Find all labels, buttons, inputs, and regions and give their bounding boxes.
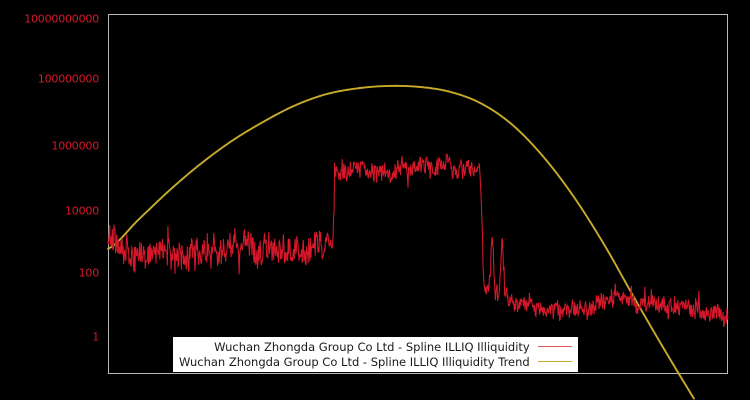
legend-swatch-illiq <box>537 346 572 347</box>
chart-legend: Wuchan Zhongda Group Co Ltd - Spline ILL… <box>173 337 578 372</box>
y-axis-tick-label: 1 <box>92 330 99 344</box>
plot-area-frame <box>108 14 728 374</box>
legend-entry-label: Wuchan Zhongda Group Co Ltd - Spline ILL… <box>179 354 530 369</box>
y-axis-tick-label: 1000000 <box>51 139 99 153</box>
legend-entry-trend[interactable]: Wuchan Zhongda Group Co Ltd - Spline ILL… <box>179 354 572 369</box>
series-group <box>107 84 729 400</box>
legend-swatch-trend <box>537 361 572 362</box>
y-axis-tick-label: 100000000 <box>37 72 99 86</box>
y-axis-tick-label: 100 <box>78 266 100 280</box>
trend-line-path <box>107 84 695 400</box>
illiquidity-line-path <box>107 153 729 328</box>
legend-entry-illiq[interactable]: Wuchan Zhongda Group Co Ltd - Spline ILL… <box>179 339 572 354</box>
legend-entry-label: Wuchan Zhongda Group Co Ltd - Spline ILL… <box>214 339 530 354</box>
y-axis-tick-label: 10000000000 <box>24 12 99 26</box>
y-axis-tick-label: 10000 <box>65 204 99 218</box>
